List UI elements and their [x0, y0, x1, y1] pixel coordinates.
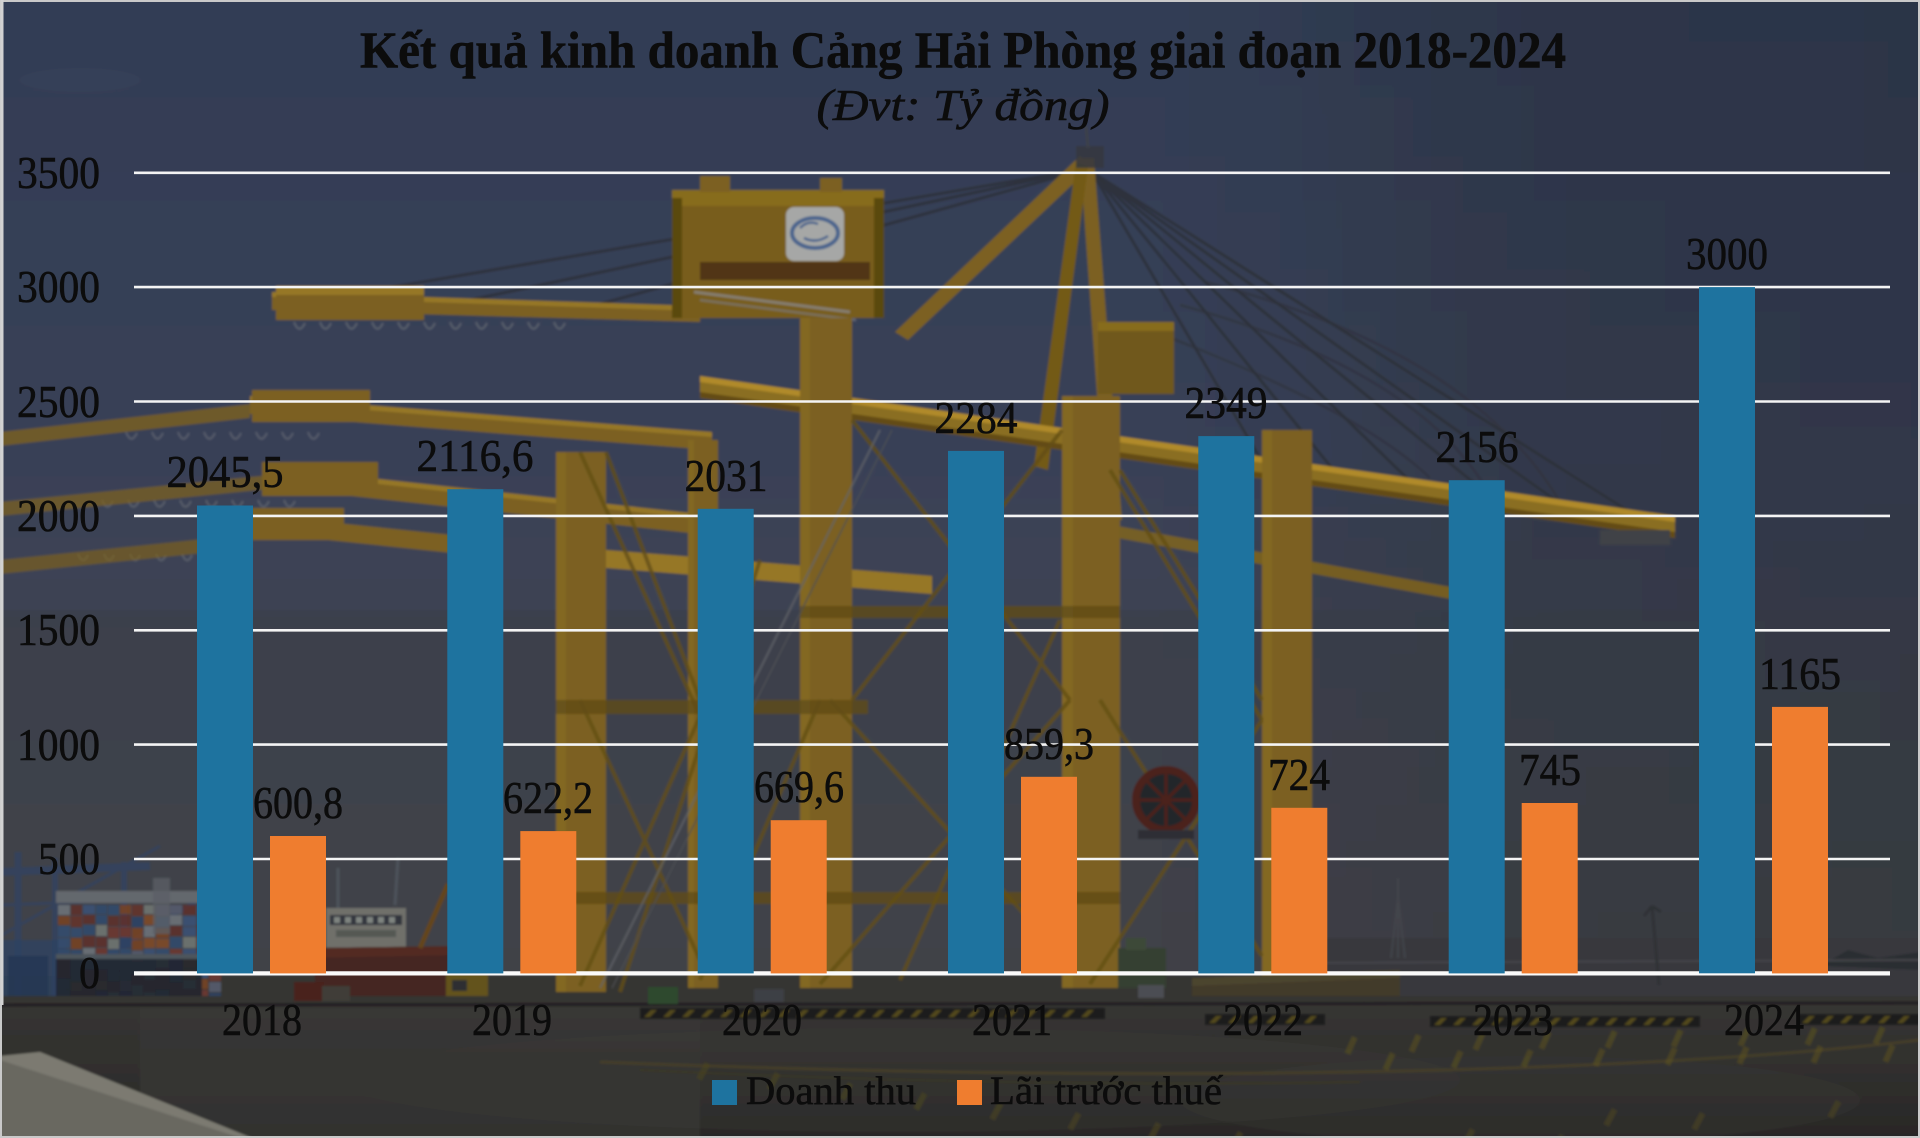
svg-text:2024: 2024: [1724, 995, 1804, 1045]
svg-text:2116,6: 2116,6: [417, 430, 534, 481]
svg-text:500: 500: [38, 834, 100, 884]
svg-text:1500: 1500: [17, 605, 100, 655]
svg-text:2284: 2284: [935, 392, 1018, 443]
svg-text:1165: 1165: [1759, 648, 1841, 699]
svg-text:2031: 2031: [685, 450, 768, 501]
svg-text:Kết quả kinh doanh Cảng Hải Ph: Kết quả kinh doanh Cảng Hải Phòng giai đ…: [360, 23, 1566, 80]
svg-text:2045,5: 2045,5: [167, 446, 284, 497]
svg-text:3000: 3000: [17, 262, 100, 312]
svg-text:0: 0: [79, 948, 100, 998]
svg-text:745: 745: [1519, 744, 1581, 795]
svg-text:2000: 2000: [17, 491, 100, 541]
svg-text:859,3: 859,3: [1004, 718, 1094, 769]
svg-text:600,8: 600,8: [253, 777, 343, 828]
svg-text:2023: 2023: [1473, 995, 1553, 1045]
svg-text:669,6: 669,6: [754, 761, 844, 812]
svg-text:1000: 1000: [17, 720, 100, 770]
svg-text:3500: 3500: [17, 148, 100, 198]
svg-text:724: 724: [1268, 749, 1330, 800]
svg-text:Lãi trước thuế: Lãi trước thuế: [990, 1068, 1223, 1113]
svg-text:2349: 2349: [1185, 377, 1268, 428]
svg-text:2500: 2500: [17, 377, 100, 427]
svg-text:2019: 2019: [472, 995, 552, 1045]
svg-text:2156: 2156: [1436, 421, 1519, 472]
svg-text:(Đvt: Tỷ đồng): (Đvt: Tỷ đồng): [817, 81, 1110, 130]
svg-text:3000: 3000: [1686, 228, 1768, 279]
svg-text:2018: 2018: [222, 995, 302, 1045]
svg-text:Doanh thu: Doanh thu: [746, 1068, 916, 1113]
svg-text:2022: 2022: [1223, 995, 1303, 1045]
svg-text:2020: 2020: [722, 995, 802, 1045]
svg-text:2021: 2021: [972, 995, 1052, 1045]
svg-text:622,2: 622,2: [503, 772, 593, 823]
